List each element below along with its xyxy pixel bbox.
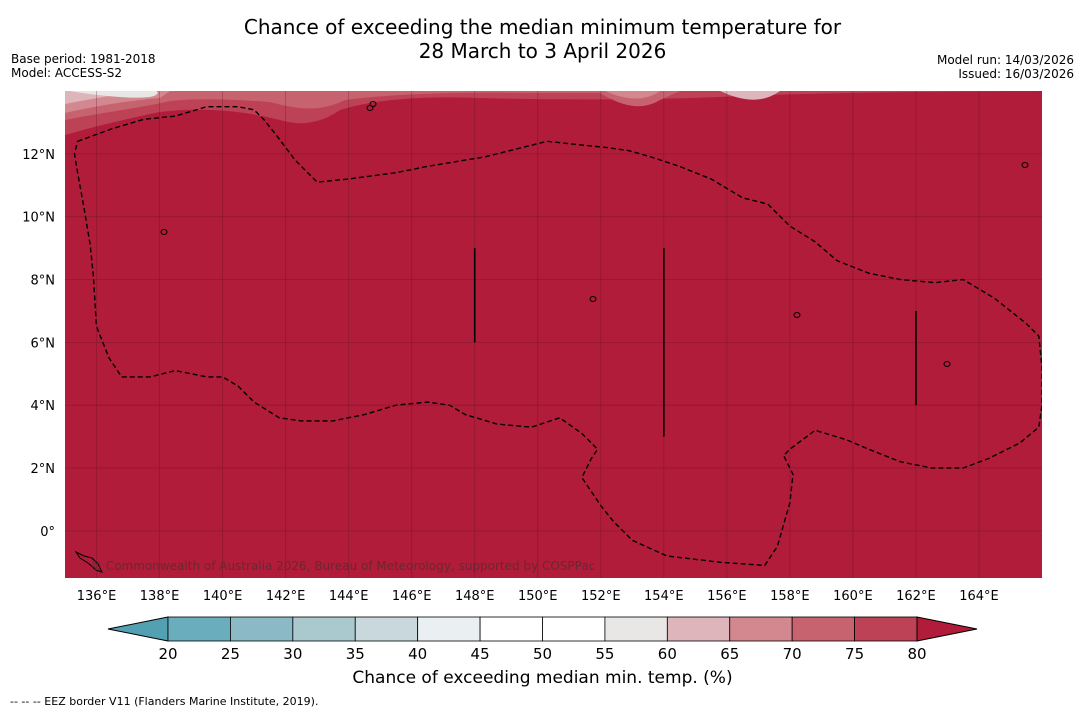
x-tick-label: 140°E xyxy=(203,589,243,604)
colorbar-title: Chance of exceeding median min. temp. (%… xyxy=(352,668,733,688)
colorbar-tick-label: 60 xyxy=(658,645,677,663)
x-tick-label: 152°E xyxy=(581,589,621,604)
island-outline xyxy=(160,229,168,235)
colorbar-tick-label: 55 xyxy=(595,645,614,663)
chart-title-line1: Chance of exceeding the median minimum t… xyxy=(243,15,842,39)
colorbar-tick-label: 30 xyxy=(283,645,302,663)
x-tick-label: 136°E xyxy=(77,589,117,604)
chart-title-line2: 28 March to 3 April 2026 xyxy=(418,39,667,63)
colorbar-tick-label: 35 xyxy=(346,645,365,663)
y-tick-label: 2°N xyxy=(31,462,56,477)
y-tick-label: 8°N xyxy=(31,274,56,289)
x-tick-label: 142°E xyxy=(266,589,306,604)
colorbar-segment xyxy=(604,616,668,642)
colorbar-extend-low xyxy=(107,616,169,642)
island-outline xyxy=(943,361,951,367)
island-outline xyxy=(1021,162,1029,168)
island-outline xyxy=(589,296,597,302)
copyright-text: © Commonwealth of Australia 2026, Bureau… xyxy=(90,559,595,573)
band-55-60 xyxy=(70,91,158,98)
probability-field-80-plus xyxy=(65,91,1042,578)
band-70-75 xyxy=(65,91,680,120)
x-tick-label: 148°E xyxy=(455,589,495,604)
colorbar-segment xyxy=(666,616,731,642)
y-tick-label: 12°N xyxy=(22,148,55,163)
x-tick-label: 150°E xyxy=(518,589,558,604)
colorbar-tick-label: 70 xyxy=(783,645,802,663)
colorbar-tick-label: 75 xyxy=(845,645,864,663)
colorbar-segment xyxy=(230,616,294,642)
colorbar-segment xyxy=(292,616,356,642)
colorbar-extend-high xyxy=(916,616,978,642)
colorbar-segment xyxy=(479,616,543,642)
eez-border xyxy=(73,105,1042,567)
model-name: Model: ACCESS-S2 xyxy=(11,66,123,80)
colorbar-tick-label: 80 xyxy=(907,645,926,663)
y-tick-label: 10°N xyxy=(22,211,55,226)
colorbar-segment xyxy=(542,616,606,642)
island-outline xyxy=(793,312,801,318)
colorbar-segment xyxy=(729,616,793,642)
island-outline xyxy=(369,101,377,107)
colorbar-tick-label: 20 xyxy=(158,645,177,663)
x-tick-label: 144°E xyxy=(329,589,369,604)
x-tick-label: 162°E xyxy=(896,589,936,604)
island-outline xyxy=(74,550,103,573)
model-run: Model run: 14/03/2026 xyxy=(936,53,1074,67)
colorbar-tick-label: 50 xyxy=(533,645,552,663)
x-tick-label: 158°E xyxy=(770,589,810,604)
colorbar-tick-label: 65 xyxy=(720,645,739,663)
colorbar-tick-label: 40 xyxy=(408,645,427,663)
x-tick-label: 146°E xyxy=(392,589,432,604)
colorbar-segment xyxy=(791,616,855,642)
colorbar-tick-label: 25 xyxy=(221,645,240,663)
base-period: Base period: 1981-2018 xyxy=(11,52,156,66)
x-tick-label: 138°E xyxy=(140,589,180,604)
y-tick-label: 0° xyxy=(40,525,55,540)
colorbar-segment xyxy=(354,616,419,642)
x-tick-label: 154°E xyxy=(644,589,684,604)
colorbar-segment xyxy=(854,616,918,642)
colorbar-segment xyxy=(167,616,231,642)
x-tick-label: 164°E xyxy=(959,589,999,604)
y-tick-label: 6°N xyxy=(31,336,56,351)
eez-footnote: -- -- -- EEZ border V11 (Flanders Marine… xyxy=(10,695,319,708)
y-tick-label: 4°N xyxy=(31,399,56,414)
colorbar-tick-label: 45 xyxy=(471,645,490,663)
x-tick-label: 156°E xyxy=(707,589,747,604)
x-tick-label: 160°E xyxy=(833,589,873,604)
issued-date: Issued: 16/03/2026 xyxy=(958,67,1074,81)
colorbar-segment xyxy=(417,616,481,642)
